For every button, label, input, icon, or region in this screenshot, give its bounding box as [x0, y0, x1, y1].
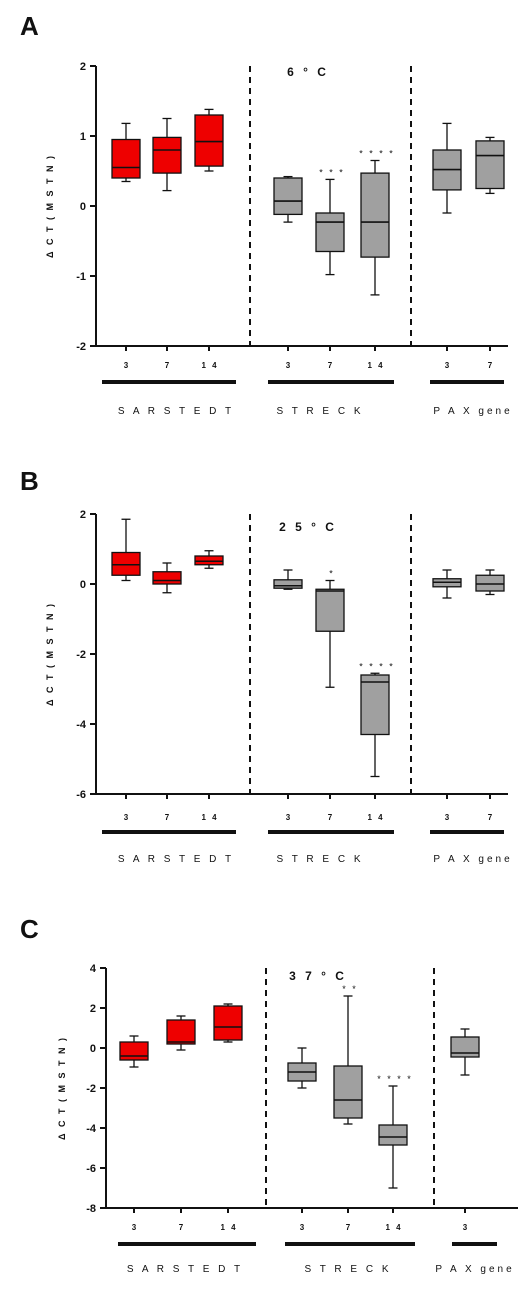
- box: [378, 1124, 408, 1146]
- y-tick-label: -4: [86, 1123, 97, 1135]
- y-tick-label: -6: [86, 1163, 96, 1175]
- x-tick-label: 1 4: [367, 361, 384, 370]
- panel-b: B 2 5 ° C Δ C T ( M S T N ) 2 0 -2 -4 -6 3 7 1 4 S …: [20, 466, 512, 865]
- y-axis-label: Δ C T ( M S T N ): [45, 154, 55, 258]
- box: [360, 172, 390, 258]
- y-tick-label: 2: [80, 61, 86, 73]
- y-axis-label: Δ C T ( M S T N ): [45, 602, 55, 706]
- box: [152, 571, 182, 585]
- x-tick-label: 7: [328, 361, 334, 370]
- x-tick-label: 3: [300, 1223, 306, 1232]
- box: [475, 574, 505, 592]
- group-label: S T R E C K: [276, 406, 363, 417]
- y-tick-label: 0: [90, 1043, 96, 1055]
- x-tick-label: 7: [346, 1223, 352, 1232]
- panel-letter: C: [20, 914, 39, 944]
- panel-title: 3 7 ° C: [289, 969, 347, 983]
- panel-a: A 6 ° C Δ C T ( M S T N ) 2 1 0 -1 -2 3 7 1 4 S A R…: [20, 11, 512, 417]
- group-label: P A X gene: [433, 406, 512, 417]
- y-tick-label: 2: [80, 509, 86, 521]
- box: [152, 136, 182, 174]
- box: [166, 1019, 196, 1045]
- y-tick-label: -2: [76, 649, 86, 661]
- box: [194, 555, 224, 566]
- x-tick-label: 3: [463, 1223, 469, 1232]
- box: [119, 1041, 149, 1061]
- x-tick-label: 3: [124, 813, 130, 822]
- box: [315, 588, 345, 632]
- panel-c: C 3 7 ° C Δ C T ( M S T N ) 4 2 0 -2 -4 -6 -8 3 7 1 …: [20, 914, 518, 1275]
- box: [315, 212, 345, 253]
- significance-label: * * * *: [359, 661, 395, 671]
- y-tick-label: -6: [76, 789, 86, 801]
- x-tick-label: 7: [328, 813, 334, 822]
- x-tick-label: 3: [286, 361, 292, 370]
- group-label: S A R S T E D T: [127, 1264, 243, 1275]
- box: [450, 1036, 480, 1058]
- panel-letter: A: [20, 11, 39, 41]
- box: [360, 674, 390, 736]
- y-tick-label: -4: [76, 719, 87, 731]
- x-tick-label: 3: [445, 361, 451, 370]
- significance-label: * * *: [319, 167, 345, 177]
- box: [475, 140, 505, 190]
- group-label: P A X gene: [435, 1264, 514, 1275]
- significance-label: * * * *: [359, 149, 395, 159]
- significance-label: * *: [342, 984, 358, 994]
- panel-letter: B: [20, 466, 39, 496]
- x-tick-label: 1 4: [220, 1223, 237, 1232]
- x-tick-label: 3: [286, 813, 292, 822]
- y-tick-label: -8: [86, 1203, 96, 1215]
- y-tick-label: 1: [80, 131, 86, 143]
- y-tick-label: -1: [76, 271, 86, 283]
- x-tick-label: 7: [165, 361, 171, 370]
- panel-title: 2 5 ° C: [279, 520, 337, 534]
- box: [194, 114, 224, 167]
- x-tick-label: 7: [179, 1223, 185, 1232]
- x-tick-label: 7: [488, 813, 494, 822]
- y-tick-label: -2: [76, 341, 86, 353]
- x-tick-label: 7: [488, 361, 494, 370]
- y-tick-label: 0: [80, 579, 86, 591]
- x-tick-label: 3: [132, 1223, 138, 1232]
- x-tick-label: 1 4: [367, 813, 384, 822]
- significance-label: * * * *: [377, 1074, 413, 1084]
- panel-title: 6 ° C: [287, 65, 329, 79]
- x-tick-label: 7: [165, 813, 171, 822]
- box: [111, 551, 141, 576]
- x-tick-label: 3: [445, 813, 451, 822]
- box: [213, 1005, 243, 1041]
- x-tick-label: 3: [124, 361, 130, 370]
- box: [273, 177, 303, 216]
- box: [111, 138, 141, 179]
- significance-label: *: [329, 569, 335, 579]
- y-tick-label: 2: [90, 1003, 96, 1015]
- box: [273, 579, 303, 589]
- group-label: S T R E C K: [276, 854, 363, 865]
- group-label: S A R S T E D T: [118, 854, 234, 865]
- y-tick-label: 4: [90, 963, 97, 975]
- x-tick-label: 1 4: [201, 813, 218, 822]
- y-tick-label: 0: [80, 201, 86, 213]
- x-tick-label: 1 4: [385, 1223, 402, 1232]
- box: [333, 1065, 363, 1119]
- y-tick-label: -2: [86, 1083, 96, 1095]
- group-label: P A X gene: [433, 854, 512, 865]
- group-label: S A R S T E D T: [118, 406, 234, 417]
- x-tick-label: 1 4: [201, 361, 218, 370]
- y-axis-label: Δ C T ( M S T N ): [57, 1036, 67, 1140]
- group-label: S T R E C K: [304, 1264, 391, 1275]
